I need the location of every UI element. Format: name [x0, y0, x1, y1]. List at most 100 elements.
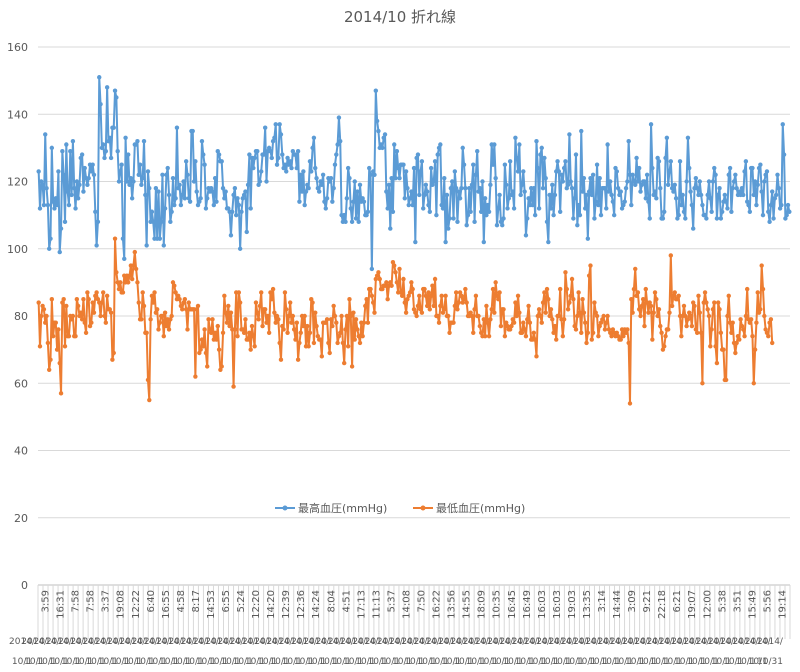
data-point [139, 317, 144, 322]
data-point [110, 357, 115, 362]
data-point [760, 212, 766, 218]
data-point [230, 209, 235, 214]
data-point [392, 142, 397, 147]
data-point [112, 88, 118, 93]
x-date-label: 10/1 [625, 657, 645, 667]
data-point [214, 337, 219, 342]
data-point [581, 175, 587, 181]
x-tick-label: 4:51 [341, 590, 352, 612]
data-point [493, 280, 498, 285]
data-point [40, 182, 45, 188]
data-point [704, 300, 709, 305]
data-point [424, 303, 430, 309]
data-point [61, 296, 66, 302]
data-point [237, 300, 243, 305]
data-point [198, 347, 203, 352]
data-point [617, 192, 622, 198]
data-point [256, 182, 261, 188]
x-date-label: 2014/ [389, 637, 416, 647]
data-point [339, 313, 344, 319]
data-point [93, 293, 98, 299]
x-tick-label: 12:39 [281, 590, 292, 619]
data-point [662, 344, 667, 349]
x-tick-label: 14:24 [311, 590, 322, 619]
data-point [557, 286, 563, 292]
data-point [550, 182, 555, 188]
data-point [770, 189, 775, 194]
series-line [37, 76, 791, 270]
data-point [453, 186, 459, 191]
legend-marker [282, 505, 288, 511]
x-date-label: 2014/ [95, 637, 122, 647]
data-point [526, 303, 531, 309]
data-point [534, 354, 539, 359]
data-point [374, 273, 380, 278]
x-date-label: 10/1 [171, 657, 191, 667]
data-point [785, 202, 791, 208]
x-date-label: 10/1 [147, 657, 167, 667]
data-point [730, 186, 735, 191]
data-point [698, 330, 704, 336]
data-point [705, 307, 710, 312]
data-point [79, 317, 85, 322]
x-date-label: 2014/ [119, 637, 146, 647]
data-point [222, 293, 227, 299]
data-point [473, 172, 479, 177]
data-point [147, 397, 152, 403]
data-point [205, 196, 210, 201]
data-point [202, 162, 207, 167]
x-date-label: 10/1 [294, 657, 314, 667]
x-tick-label: 19:03 [567, 590, 578, 619]
data-point [510, 317, 515, 322]
data-point [490, 286, 496, 292]
data-point [355, 189, 360, 194]
data-point [559, 172, 564, 177]
data-point [326, 340, 331, 346]
data-point [542, 290, 547, 295]
data-point [311, 135, 317, 140]
data-point [170, 175, 176, 181]
data-point [593, 199, 598, 204]
data-point [180, 307, 185, 312]
data-point [484, 303, 489, 309]
data-point [602, 186, 608, 191]
data-point [739, 186, 745, 191]
data-point [368, 286, 373, 292]
x-date-label: 2014/ [487, 637, 514, 647]
data-point [285, 155, 290, 161]
x-date-label: 2014/ [683, 637, 710, 647]
data-point [418, 307, 423, 312]
data-point [143, 192, 148, 198]
data-point [505, 206, 510, 211]
data-point [390, 209, 396, 214]
data-point [729, 209, 734, 214]
data-point [629, 202, 634, 208]
data-point [430, 283, 435, 288]
data-point [759, 263, 764, 268]
data-point [717, 186, 722, 191]
data-point [439, 293, 444, 299]
data-point [324, 317, 330, 322]
data-point [561, 317, 567, 322]
data-point [713, 344, 718, 349]
data-point [747, 209, 753, 214]
data-point [302, 202, 307, 208]
data-point [709, 209, 714, 214]
data-point [77, 182, 82, 188]
data-point [132, 249, 137, 255]
data-point [46, 246, 52, 251]
data-point [563, 270, 568, 275]
data-point [464, 300, 469, 305]
x-date-label: 2014/ [401, 637, 428, 647]
data-point [680, 192, 685, 198]
data-point [742, 333, 747, 339]
x-date-label: 2014/ [450, 637, 477, 647]
data-point [173, 290, 178, 295]
x-tick-label: 13:56 [447, 590, 458, 619]
data-point [91, 310, 97, 315]
data-point [274, 313, 280, 319]
data-point [500, 223, 505, 228]
data-point [755, 182, 760, 188]
data-point [550, 317, 555, 322]
data-point [305, 323, 310, 329]
